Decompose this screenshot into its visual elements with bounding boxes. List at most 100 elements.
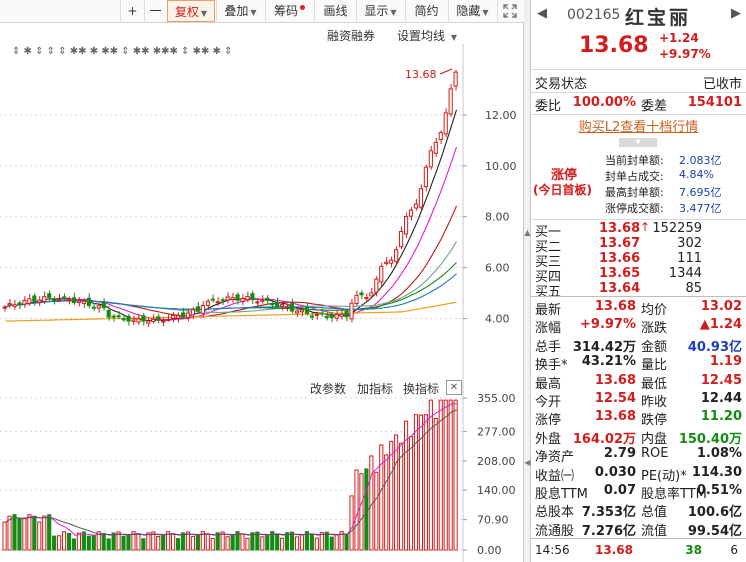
candle-up xyxy=(245,296,250,301)
volume-ma-line xyxy=(5,403,457,536)
kline-chart[interactable]: ⇕ ✱ ⇕ ⇕ ⇕ ✱✱ ✱ ✱✱ ⇕ ✱✱ ✱✱✱ ⇕ ✱✱ ✱ ⇕ 12.0… xyxy=(0,44,524,376)
candle-up xyxy=(389,259,394,264)
candle-up xyxy=(433,141,438,154)
stat-value: 164.02万 xyxy=(572,431,636,447)
volume-tick-label: 140.00 xyxy=(477,484,516,497)
volume-bar-down xyxy=(12,514,17,551)
stat-value: 12.44 xyxy=(700,391,742,406)
candle-down xyxy=(250,293,255,301)
stat-label: 流通股 xyxy=(535,523,575,539)
event-marker-row[interactable]: ⇕ ✱ ⇕ ⇕ ⇕ ✱✱ ✱ ✱✱ ⇕ ✱✱ ✱✱✱ ⇕ ✱✱ ✱ ⇕ xyxy=(12,46,232,57)
yincang-button[interactable]: 隐藏 ▼ xyxy=(448,0,496,22)
candle-up xyxy=(374,278,379,293)
candle-up xyxy=(12,304,17,308)
volume-bar-down xyxy=(285,532,290,551)
stat-label: 最高 xyxy=(535,376,562,392)
collapse-left-icon[interactable]: ◀ xyxy=(524,458,531,467)
switch-indicator-button[interactable]: 换指标 xyxy=(403,382,440,396)
candle-up xyxy=(349,302,354,320)
chevron-down-icon: ▼ xyxy=(482,8,489,17)
stat-value: 12.45 xyxy=(700,372,742,388)
bid-label: 买五 xyxy=(535,285,562,300)
ma-settings-button[interactable]: 设置均线 ▼ xyxy=(397,27,457,44)
candle-down xyxy=(319,312,324,315)
candle-down xyxy=(47,293,52,298)
tick-row[interactable]: 14:56 13.68 38 6 xyxy=(531,540,746,560)
candle-down xyxy=(270,302,275,306)
candle-up xyxy=(364,297,369,300)
stat-label: 涨跌 xyxy=(641,321,668,337)
diejia-label: 叠加 xyxy=(224,4,249,18)
volume-bar-up xyxy=(37,521,42,551)
next-stock-icon[interactable]: ▶ xyxy=(731,6,741,21)
price-change: +1.24 xyxy=(659,31,699,45)
stat-value: 99.54亿 xyxy=(687,523,742,539)
volume-bar-up xyxy=(354,469,359,551)
divider xyxy=(531,296,746,297)
limit-up-item-value: 7.695亿 xyxy=(679,186,722,199)
volume-bar-down xyxy=(81,531,86,551)
xianshi-button[interactable]: 显示 ▼ xyxy=(356,0,404,22)
buy-l2-link[interactable]: 购买L2查看十档行情 xyxy=(578,120,699,135)
volume-bar-up xyxy=(349,495,354,551)
volume-bar-up xyxy=(2,521,7,551)
volume-bar-up xyxy=(314,537,319,551)
chart-area[interactable]: + 一 复权 ▼ 叠加 ▼ 筹码 画线 显示 ▼ 简约 隐藏 ▼ 融资融券 设置均线 ▼… xyxy=(0,0,524,562)
stat-label: 收益㈠ xyxy=(535,468,575,484)
candlesticks xyxy=(2,69,458,328)
volume-chart[interactable]: 355.00 277.00 208.00 140.00 70.90 0.00 xyxy=(0,376,524,562)
chouma-button[interactable]: 筹码 xyxy=(265,0,313,22)
limit-up-item-label: 涨停成交额: xyxy=(605,202,664,215)
high-price-pointer xyxy=(439,68,453,75)
volume-tick-label: 0.00 xyxy=(477,544,502,557)
candle-up xyxy=(7,303,12,306)
close-indicator-button[interactable]: ✕ xyxy=(446,380,462,395)
fuquan-button[interactable]: 复权 ▼ xyxy=(167,0,215,22)
zoom-out-button[interactable]: 一 xyxy=(144,0,166,22)
add-indicator-button[interactable]: 加指标 xyxy=(357,382,394,396)
stat-label: 总值 xyxy=(641,505,668,521)
candle-up xyxy=(66,299,72,302)
volume-bar-down xyxy=(47,514,52,551)
fullscreen-button[interactable] xyxy=(497,0,521,22)
candle-down xyxy=(116,315,121,318)
margin-trading-link[interactable]: 融资融券 xyxy=(327,29,376,43)
edit-params-button[interactable]: 改参数 xyxy=(310,382,347,396)
collapse-up-icon[interactable]: ▲ xyxy=(524,228,531,237)
diejia-button[interactable]: 叠加 ▼ xyxy=(216,0,264,22)
prev-stock-icon[interactable]: ◀ xyxy=(537,6,547,21)
jianyue-button[interactable]: 简约 xyxy=(405,0,447,22)
chevron-down-icon: ▼ xyxy=(635,138,641,146)
bid-volume: 302 xyxy=(677,236,702,251)
candle-up xyxy=(399,230,404,248)
zoom-in-button[interactable]: + xyxy=(120,0,144,22)
stat-value: ▲1.24 xyxy=(699,317,742,333)
volume-bar-up xyxy=(299,534,305,551)
candle-up xyxy=(334,313,339,319)
panel-splitter[interactable]: ▲ ◀ xyxy=(524,0,531,562)
candle-up xyxy=(151,318,156,322)
weicha-value: 154101 xyxy=(687,95,742,110)
candle-up xyxy=(146,320,151,324)
limit-up-item-label: 最高封单额: xyxy=(605,186,664,199)
candle-up xyxy=(453,71,458,87)
xianshi-label: 显示 xyxy=(364,4,389,18)
volume-bar-up xyxy=(166,531,171,551)
candle-up xyxy=(408,209,414,217)
yincang-label: 隐藏 xyxy=(456,4,481,18)
huaxian-button[interactable]: 画线 xyxy=(314,0,356,22)
candle-up xyxy=(37,299,42,303)
stat-value: 0.030 xyxy=(594,464,636,480)
chart-toolbar: + 一 复权 ▼ 叠加 ▼ 筹码 画线 显示 ▼ 简约 隐藏 ▼ xyxy=(0,0,524,23)
volume-bar-down xyxy=(309,533,314,551)
candle-up xyxy=(299,309,305,313)
candle-up xyxy=(384,261,389,265)
stat-label: ROE xyxy=(641,446,669,462)
current-price: 13.68 xyxy=(579,33,649,58)
volume-bar-up xyxy=(403,420,409,551)
volume-bar-down xyxy=(86,535,91,551)
volume-bar-up xyxy=(245,537,250,551)
weibi-value: 100.00% xyxy=(572,95,636,110)
stat-value: 150.40万 xyxy=(678,431,742,447)
collapse-tab[interactable]: ▼ xyxy=(619,138,657,147)
